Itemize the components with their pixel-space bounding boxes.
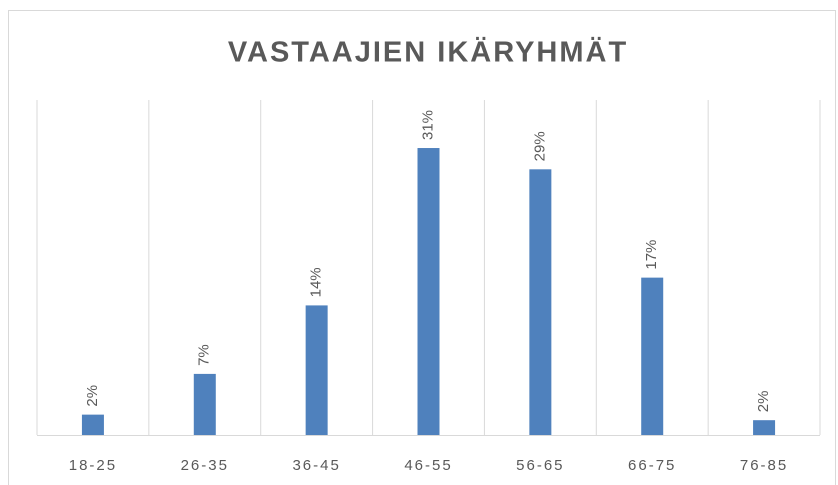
x-tick-label: 36-45 xyxy=(292,457,340,474)
x-tick-label: 46-55 xyxy=(404,457,452,474)
chart-title: VASTAAJIEN IKÄRYHMÄT xyxy=(228,36,628,69)
x-tick-label: 66-75 xyxy=(628,457,676,474)
bar xyxy=(753,420,776,435)
bar xyxy=(529,169,552,435)
x-tick-label: 76-85 xyxy=(740,457,788,474)
bar xyxy=(417,148,440,435)
bar xyxy=(81,414,104,435)
data-label: 2% xyxy=(84,385,101,407)
data-label: 31% xyxy=(419,110,436,140)
bar xyxy=(305,305,328,435)
data-label: 14% xyxy=(308,267,325,297)
x-tick-label: 56-65 xyxy=(516,457,564,474)
data-label: 29% xyxy=(531,131,548,161)
x-tick-label: 26-35 xyxy=(181,457,229,474)
bar xyxy=(193,373,216,435)
data-label: 7% xyxy=(196,344,213,366)
x-tick-label: 18-25 xyxy=(69,457,117,474)
data-label: 17% xyxy=(643,240,660,270)
bar xyxy=(641,277,664,435)
data-label: 2% xyxy=(755,391,772,413)
